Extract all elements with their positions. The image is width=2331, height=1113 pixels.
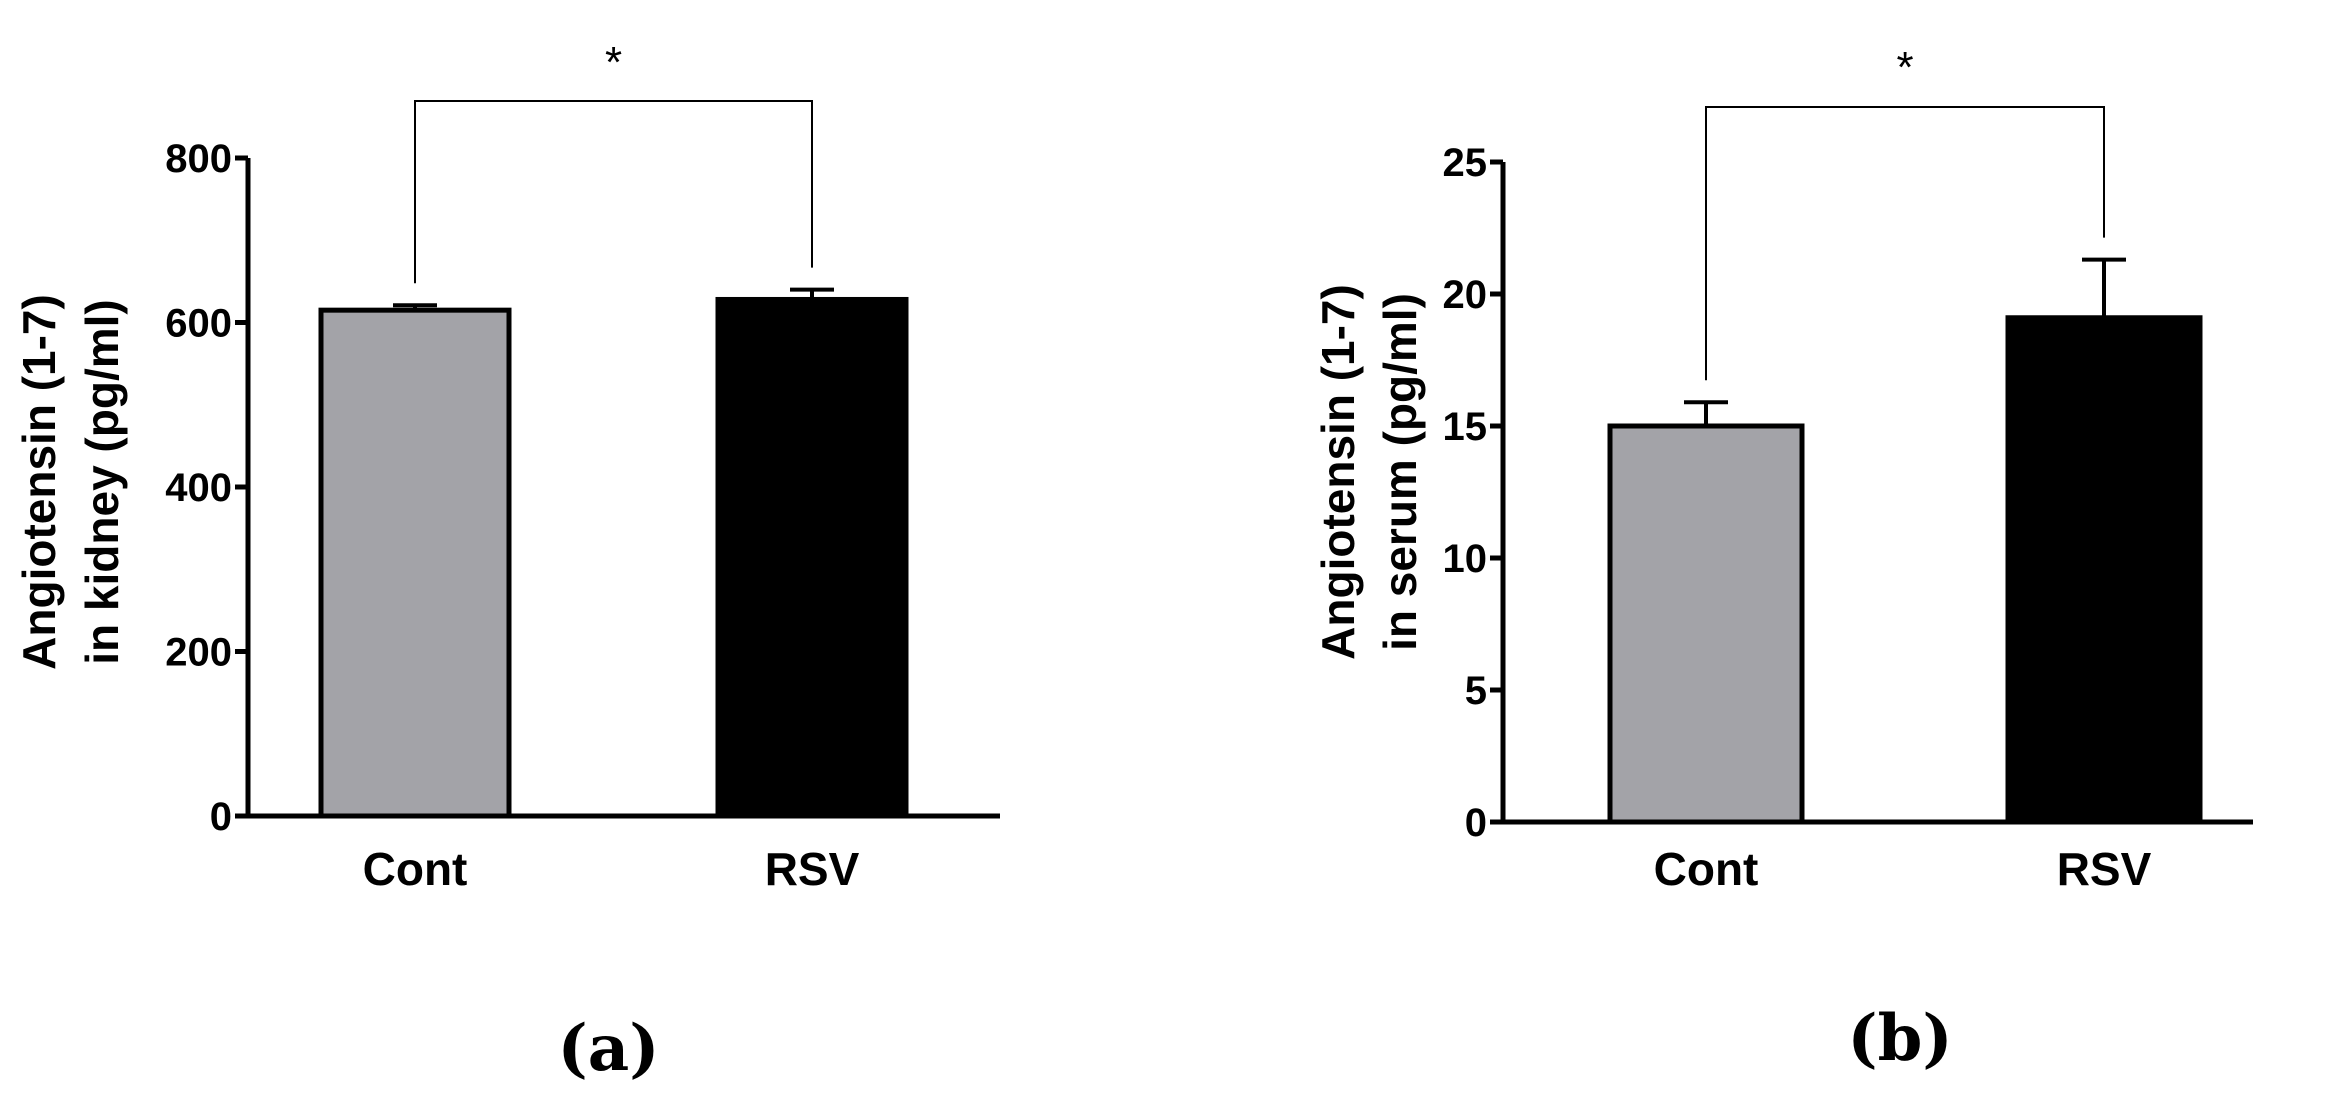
x-tick-label-rsv: RSV xyxy=(2057,843,2152,895)
panel-label: (b) xyxy=(1847,1001,1952,1076)
x-tick-label-cont: Cont xyxy=(363,843,468,895)
y-axis-title-line-1: Angiotensin (1-7) xyxy=(1312,284,1364,660)
x-tick-label-cont: Cont xyxy=(1654,843,1759,895)
significance-bracket xyxy=(414,100,813,284)
y-tick-label: 600 xyxy=(165,302,232,346)
panel-a-kidney-chart: Cont RSV 0 200 400 600 800 Angiotensin (1-7) in … xyxy=(13,38,1000,1086)
y-tick-label: 20 xyxy=(1443,273,1488,317)
y-tick-label: 10 xyxy=(1443,537,1488,581)
y-tick-label: 0 xyxy=(210,795,232,839)
y-axis-title-line-2: in serum (pg/ml) xyxy=(1374,293,1426,651)
panel-label: (a) xyxy=(557,1011,659,1086)
y-axis-title-line-1: Angiotensin (1-7) xyxy=(13,294,65,670)
bar-rsv xyxy=(715,296,909,819)
y-tick-label: 800 xyxy=(165,137,232,181)
y-tick-label: 200 xyxy=(165,631,232,675)
y-tick-label: 0 xyxy=(1465,801,1487,845)
significance-star: * xyxy=(1896,43,1913,92)
x-tick-label-rsv: RSV xyxy=(765,843,860,895)
y-tick-label: 400 xyxy=(165,466,232,510)
bar-cont xyxy=(1607,423,1805,825)
bar-rsv xyxy=(2005,315,2203,825)
y-tick-label: 25 xyxy=(1443,141,1488,185)
significance-bracket xyxy=(1705,106,2105,381)
panel-b-serum-chart: Cont RSV 0 5 10 15 20 25 Angiotensin (1-7) in ser… xyxy=(1312,43,2253,1076)
bar-cont xyxy=(318,307,512,819)
significance-star: * xyxy=(605,38,622,87)
y-tick-label: 5 xyxy=(1465,669,1487,713)
y-axis-title-line-2: in kidney (pg/ml) xyxy=(76,299,128,664)
y-tick-label: 15 xyxy=(1443,405,1488,449)
